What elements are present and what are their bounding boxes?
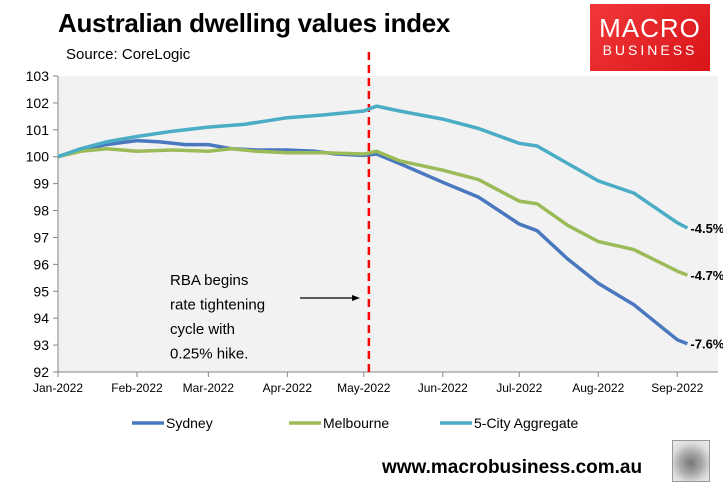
- macrobusiness-logo: MACRO BUSINESS: [590, 4, 710, 71]
- x-tick-label: Feb-2022: [111, 381, 163, 395]
- x-tick-label: May-2022: [337, 381, 391, 395]
- end-label: -4.5%: [690, 221, 723, 236]
- x-tick-label: Jun-2022: [418, 381, 468, 395]
- y-tick-label: 92: [33, 364, 49, 380]
- legend-label: Melbourne: [323, 415, 389, 431]
- logo-line-2: BUSINESS: [602, 42, 698, 58]
- x-tick-label: Jan-2022: [33, 381, 83, 395]
- y-tick-label: 100: [26, 149, 50, 165]
- end-label: -7.6%: [690, 337, 723, 352]
- series-line-5-city-aggregate: [57, 104, 689, 230]
- x-tick-label: Aug-2022: [572, 381, 624, 395]
- y-tick-label: 96: [33, 256, 49, 272]
- chart-source: Source: CoreLogic: [66, 46, 191, 63]
- y-tick-label: 98: [33, 203, 49, 219]
- series-line-melbourne: [57, 146, 689, 277]
- logo-line-1: MACRO: [599, 13, 701, 43]
- y-tick-label: 102: [26, 95, 50, 111]
- legend-label: 5-City Aggregate: [474, 415, 578, 431]
- footer-url: www.macrobusiness.com.au: [382, 457, 643, 478]
- annotation-text: rate tightening: [170, 297, 265, 314]
- y-tick-label: 97: [33, 229, 49, 245]
- y-tick-label: 95: [33, 283, 49, 299]
- x-tick-label: Jul-2022: [496, 381, 542, 395]
- x-tick-label: Mar-2022: [183, 381, 235, 395]
- y-tick-label: 94: [33, 310, 49, 326]
- y-tick-label: 93: [33, 337, 49, 353]
- y-tick-label: 99: [33, 176, 49, 192]
- legend-label: Sydney: [166, 415, 213, 431]
- y-tick-label: 101: [26, 122, 50, 138]
- end-label: -4.7%: [690, 268, 723, 283]
- annotation-text: 0.25% hike.: [170, 346, 248, 363]
- plot-area: [58, 76, 718, 372]
- wolf-logo-icon: [672, 440, 710, 482]
- y-tick-label: 103: [26, 68, 50, 84]
- x-tick-label: Sep-2022: [651, 381, 703, 395]
- arrow-head-icon: [352, 295, 360, 301]
- x-tick-label: Apr-2022: [263, 381, 313, 395]
- annotation-text: RBA begins: [170, 272, 248, 289]
- annotation-text: cycle with: [170, 321, 235, 338]
- chart-title: Australian dwelling values index: [58, 8, 451, 38]
